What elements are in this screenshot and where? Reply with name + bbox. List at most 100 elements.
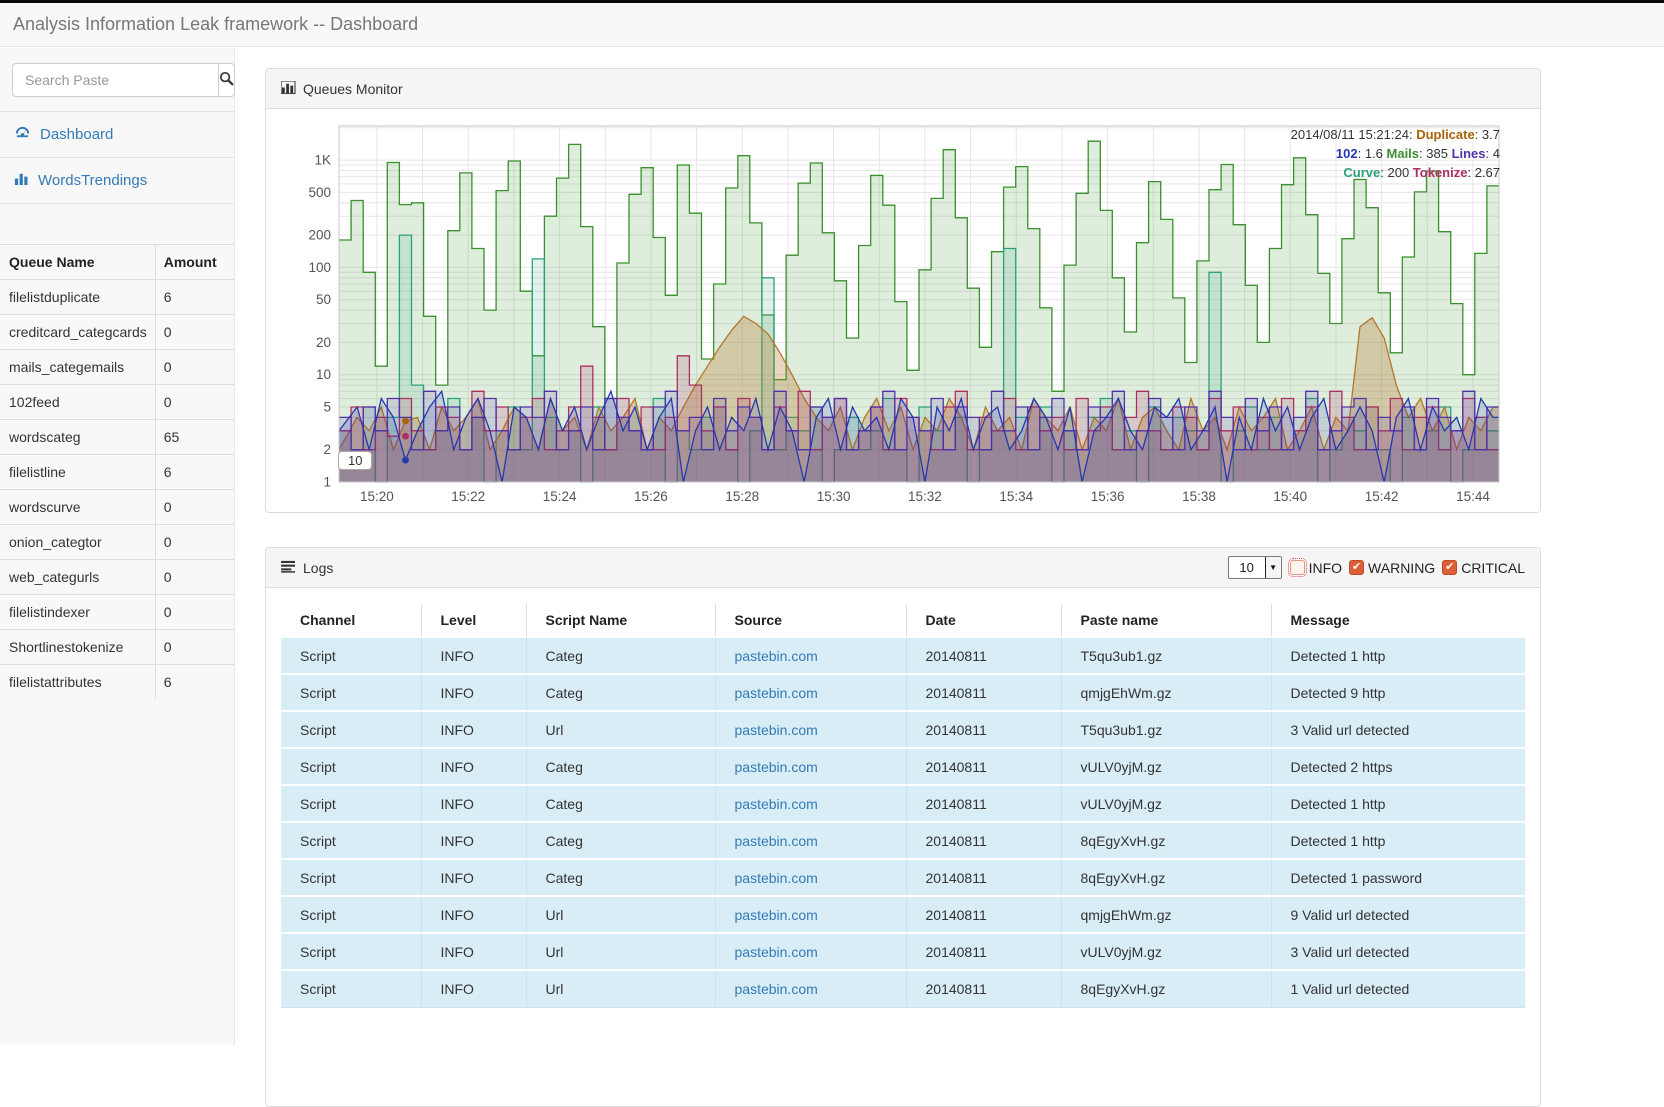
log-cell: 20140811 [906, 748, 1061, 785]
queue-cell: 0 [155, 595, 234, 630]
log-cell: INFO [421, 933, 526, 970]
log-cell: T5qu3ub1.gz [1061, 637, 1271, 674]
log-cell: Script [281, 674, 421, 711]
logs-panel: Logs 10 ▼ INFO✔WARNING✔CRITICAL ChannelL… [265, 547, 1541, 1107]
source-link[interactable]: pastebin.com [735, 648, 818, 664]
log-cell: Url [526, 896, 715, 933]
log-cell: T5qu3ub1.gz [1061, 711, 1271, 748]
svg-text:15:24: 15:24 [543, 489, 577, 501]
queue-row: filelistduplicate6 [0, 280, 234, 315]
svg-text:2: 2 [323, 442, 331, 457]
queue-cell: Shortlinestokenize [0, 630, 155, 665]
unchecked-checkbox-icon[interactable] [1290, 560, 1305, 575]
filter-warning[interactable]: ✔WARNING [1349, 560, 1435, 576]
log-cell: 1 Valid url detected [1271, 970, 1525, 1007]
log-cell: INFO [421, 637, 526, 674]
page-title: Analysis Information Leak framework -- D… [13, 14, 418, 35]
chart-tooltip: 10 [338, 451, 372, 470]
source-link[interactable]: pastebin.com [735, 685, 818, 701]
queues-monitor-panel: Queues Monitor 1K50020010050201052115:20… [265, 68, 1541, 513]
search-input[interactable] [12, 63, 218, 97]
source-link[interactable]: pastebin.com [735, 944, 818, 960]
filter-label: CRITICAL [1461, 560, 1525, 576]
queue-cell: filelistduplicate [0, 280, 155, 315]
svg-text:1K: 1K [314, 153, 331, 168]
queue-row: web_categurls0 [0, 560, 234, 595]
filter-info[interactable]: INFO [1290, 560, 1342, 576]
source-link[interactable]: pastebin.com [735, 722, 818, 738]
log-cell: INFO [421, 785, 526, 822]
source-link[interactable]: pastebin.com [735, 759, 818, 775]
svg-text:15:44: 15:44 [1456, 489, 1490, 501]
log-cell: Script [281, 748, 421, 785]
queue-row: Shortlinestokenize0 [0, 630, 234, 665]
log-cell: Detected 1 http [1271, 822, 1525, 859]
log-cell: pastebin.com [715, 933, 906, 970]
source-link[interactable]: pastebin.com [735, 870, 818, 886]
log-cell: qmjgEhWm.gz [1061, 674, 1271, 711]
sidebar: Dashboard WordsTrendings Queue Name Amou… [0, 48, 235, 1045]
chart-legend: 2014/08/11 15:21:24: Duplicate: 3.7102: … [1291, 125, 1500, 182]
queue-cell: 0 [155, 315, 234, 350]
queue-table-header-name: Queue Name [0, 245, 155, 280]
queue-row: creditcard_categcards0 [0, 315, 234, 350]
logs-column-header: Source [715, 604, 906, 637]
sidebar-item-wordstrendings[interactable]: WordsTrendings [0, 158, 234, 204]
filter-critical[interactable]: ✔ CRITICAL [1442, 560, 1525, 576]
log-cell: 3 Valid url detected [1271, 933, 1525, 970]
svg-text:15:28: 15:28 [725, 489, 759, 501]
logs-column-header: Paste name [1061, 604, 1271, 637]
svg-text:50: 50 [316, 292, 331, 307]
queue-cell: filelistindexer [0, 595, 155, 630]
log-cell: 20140811 [906, 822, 1061, 859]
log-cell: INFO [421, 970, 526, 1007]
bar-chart-icon [14, 171, 29, 190]
window-edge [0, 0, 1664, 3]
queue-cell: 6 [155, 455, 234, 490]
page-size-select[interactable]: 10 ▼ [1228, 556, 1282, 579]
queue-cell: wordscurve [0, 490, 155, 525]
queue-cell: mails_categemails [0, 350, 155, 385]
list-icon [281, 560, 296, 576]
svg-text:15:20: 15:20 [360, 489, 394, 501]
svg-text:15:40: 15:40 [1273, 489, 1307, 501]
queue-cell: 6 [155, 280, 234, 315]
log-cell: 8qEgyXvH.gz [1061, 822, 1271, 859]
source-link[interactable]: pastebin.com [735, 796, 818, 812]
source-link[interactable]: pastebin.com [735, 833, 818, 849]
sidebar-item-dashboard[interactable]: Dashboard [0, 112, 234, 158]
log-cell: Detected 2 https [1271, 748, 1525, 785]
log-cell: Url [526, 933, 715, 970]
log-row: ScriptINFOCategpastebin.com201408118qEgy… [281, 859, 1525, 896]
search-button[interactable] [218, 63, 235, 97]
log-cell: Detected 1 http [1271, 637, 1525, 674]
svg-text:15:36: 15:36 [1091, 489, 1125, 501]
stats-icon [281, 81, 296, 97]
log-cell: 20140811 [906, 637, 1061, 674]
log-cell: 20140811 [906, 859, 1061, 896]
source-link[interactable]: pastebin.com [735, 981, 818, 997]
queue-cell: wordscateg [0, 420, 155, 455]
queue-cell: 0 [155, 490, 234, 525]
queues-chart: 1K50020010050201052115:2015:2215:2415:26… [266, 109, 1540, 520]
log-cell: 20140811 [906, 896, 1061, 933]
log-row: ScriptINFOCategpastebin.com20140811vULV0… [281, 785, 1525, 822]
log-cell: Script [281, 933, 421, 970]
logs-table: ChannelLevelScript NameSourceDatePaste n… [281, 604, 1525, 1008]
queues-monitor-header: Queues Monitor [266, 69, 1540, 109]
log-cell: vULV0yjM.gz [1061, 933, 1271, 970]
log-cell: vULV0yjM.gz [1061, 748, 1271, 785]
log-cell: pastebin.com [715, 637, 906, 674]
svg-text:5: 5 [323, 400, 331, 415]
checked-checkbox-icon[interactable]: ✔ [1349, 560, 1364, 575]
log-cell: INFO [421, 748, 526, 785]
log-cell: pastebin.com [715, 970, 906, 1007]
svg-text:100: 100 [308, 260, 331, 275]
svg-text:10: 10 [316, 367, 331, 382]
queue-row: filelistattributes6 [0, 665, 234, 700]
source-link[interactable]: pastebin.com [735, 907, 818, 923]
checked-checkbox-icon[interactable]: ✔ [1442, 560, 1457, 575]
log-cell: Url [526, 970, 715, 1007]
log-cell: INFO [421, 822, 526, 859]
queue-cell: 0 [155, 350, 234, 385]
